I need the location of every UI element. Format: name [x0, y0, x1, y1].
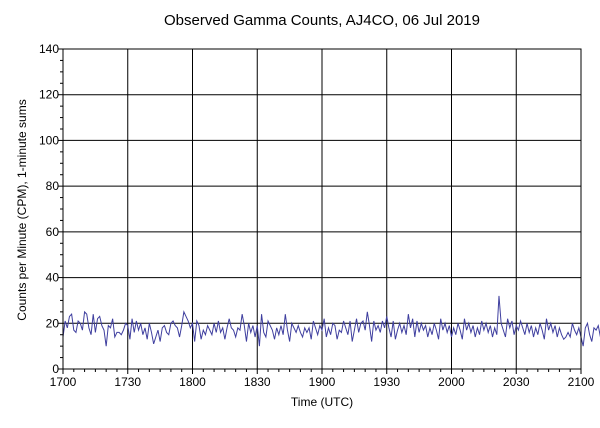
x-axis-ticks: 1700 1730 1800 1830 1900 1930 2000 2030 2100	[50, 369, 595, 389]
y-tick-label: 100	[39, 133, 59, 147]
x-tick-label: 1800	[179, 375, 206, 389]
x-tick-label: 1730	[114, 375, 141, 389]
y-tick-label: 140	[39, 42, 59, 56]
x-tick-label: 1900	[309, 375, 336, 389]
y-axis-ticks: 0 20 40 60 80 100 120 140	[39, 42, 63, 376]
y-tick-label: 20	[46, 316, 60, 330]
y-axis-label: Counts per Minute (CPM), 1-minute sums	[15, 99, 29, 320]
y-tick-label: 80	[46, 179, 60, 193]
grid	[62, 48, 582, 370]
y-tick-label: 120	[39, 88, 59, 102]
x-tick-label: 1930	[373, 375, 400, 389]
plot-frame	[62, 48, 582, 370]
x-axis-label: Time (UTC)	[291, 395, 353, 409]
x-tick-label: 1830	[244, 375, 271, 389]
x-tick-label: 2030	[503, 375, 530, 389]
chart-title: Observed Gamma Counts, AJ4CO, 06 Jul 201…	[164, 12, 480, 29]
x-tick-label: 1700	[50, 375, 77, 389]
x-tick-label: 2100	[568, 375, 595, 389]
y-tick-label: 60	[46, 225, 60, 239]
series-line	[62, 295, 600, 347]
x-tick-label: 2000	[438, 375, 465, 389]
y-tick-label: 0	[52, 362, 59, 376]
y-tick-label: 40	[46, 271, 60, 285]
